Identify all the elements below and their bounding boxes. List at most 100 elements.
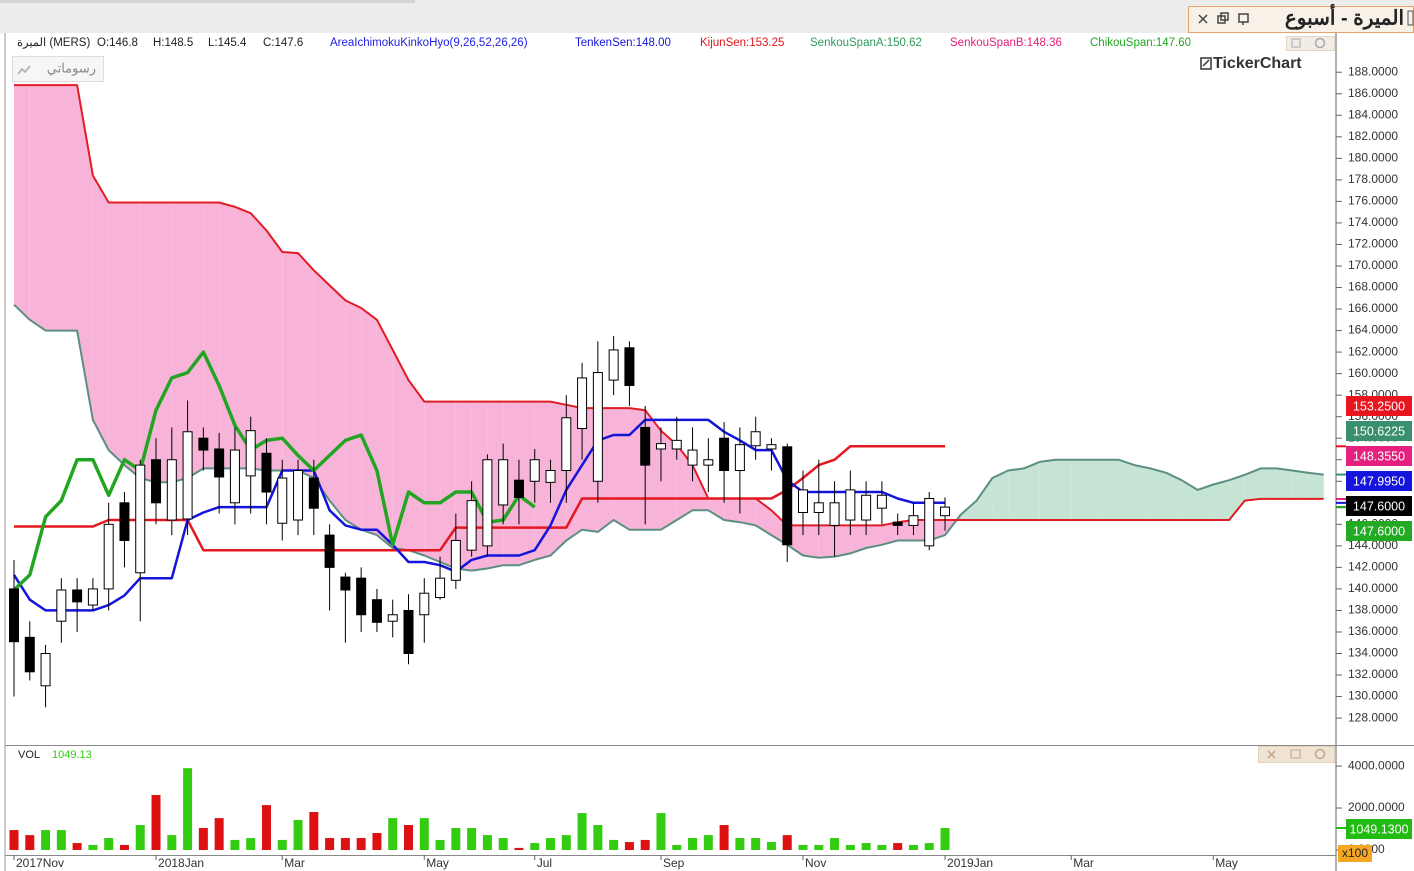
volume-bar [908, 844, 918, 850]
volume-close-icon[interactable] [1267, 750, 1276, 759]
x-tick-label: Jul [537, 856, 552, 870]
volume-settings-icon[interactable] [1314, 748, 1326, 760]
candle-body [103, 523, 114, 590]
y-tick-label: 142.0000 [1348, 560, 1398, 574]
cloud-segment [724, 498, 740, 523]
candle-body [782, 446, 793, 546]
detach-icon[interactable] [1238, 13, 1249, 25]
candle-body [277, 477, 288, 524]
cloud-segment [976, 478, 993, 521]
candle-body [671, 439, 682, 450]
volume-bar [609, 839, 619, 850]
volume-bar [593, 825, 603, 850]
price-tag [1346, 446, 1412, 466]
volume-bar [167, 835, 177, 850]
price-tag [1346, 496, 1412, 516]
y-tick-label: 176.0000 [1348, 194, 1398, 208]
volume-bar [798, 844, 808, 850]
candle-body [466, 500, 477, 551]
volume-bar [782, 835, 792, 850]
candle-body [214, 448, 225, 478]
candle-body [876, 494, 887, 509]
cloud-segment [1134, 465, 1151, 521]
volume-bar [514, 847, 524, 850]
volume-bar [214, 818, 224, 850]
y-tick-label: 130.0000 [1348, 689, 1398, 703]
y-tick-label: 136.0000 [1348, 624, 1398, 638]
volume-tag [1346, 819, 1412, 839]
volume-bar [246, 838, 256, 850]
drawings-label: رسوماتي [47, 60, 96, 76]
volume-bar [940, 827, 950, 850]
maximize-icon[interactable] [1291, 38, 1301, 48]
volume-maximize-icon[interactable] [1290, 749, 1301, 759]
volume-bar [498, 838, 508, 850]
cloud-segment [613, 408, 630, 530]
cloud-segment [1165, 472, 1182, 521]
multiplier-box [1338, 845, 1372, 862]
cloud-segment [250, 213, 267, 471]
y-tick-label: 138.0000 [1348, 603, 1398, 617]
volume-bar [467, 827, 477, 850]
y-tick-label: 184.0000 [1348, 107, 1398, 121]
x-tick-label: 2018Jan [158, 856, 204, 870]
candle-body [72, 589, 83, 603]
cloud-segment [203, 202, 220, 469]
cloud-segment [61, 85, 78, 331]
cloud-segment [803, 525, 819, 558]
candle-body [924, 497, 935, 547]
settings-icon[interactable] [1314, 37, 1326, 49]
volume-legend-value: 1049.13 [52, 749, 92, 761]
y-tick-label: 134.0000 [1348, 646, 1398, 660]
volume-bar [9, 830, 19, 850]
volume-bar [88, 844, 98, 850]
candle-body [766, 444, 777, 450]
candle-body [750, 431, 761, 447]
cloud-segment [818, 525, 835, 558]
cloud-segment [408, 380, 425, 556]
candle-body [387, 614, 398, 622]
volume-tag-label: 1049.1300 [1349, 822, 1408, 836]
candle-body [340, 576, 351, 591]
close-icon[interactable] [1198, 14, 1208, 24]
volume-bar [830, 838, 840, 850]
cloud-segment [1008, 468, 1024, 521]
y-tick-label: 144.0000 [1348, 538, 1398, 552]
volume-bar [814, 844, 824, 850]
restore-icon-back [1220, 12, 1229, 21]
candle-body [655, 443, 666, 450]
price-tag-label: 147.6000 [1353, 524, 1405, 538]
volume-bar [198, 827, 208, 850]
volume-bar [183, 768, 193, 850]
candle-body [829, 502, 840, 526]
volume-bar [72, 843, 82, 850]
cloud-segment [1244, 468, 1261, 501]
ohlc-open: O:146.8 [97, 37, 138, 49]
logo-icon [1200, 57, 1212, 70]
candle-body [545, 470, 556, 483]
candle-body [561, 417, 572, 472]
volume-bar [388, 818, 398, 850]
candle-body [151, 459, 162, 504]
volume-bar [703, 835, 713, 850]
logo: TickerChart [1213, 55, 1302, 72]
candle-body [498, 459, 509, 506]
indicator-line [14, 84, 1324, 527]
volume-bar [924, 843, 934, 850]
price-tag [1346, 521, 1412, 541]
candle-body [40, 653, 51, 687]
x-tick-label: Mar [1073, 856, 1094, 870]
cloud-segment [960, 500, 977, 521]
y2-tick-label: 4000.0000 [1348, 758, 1405, 772]
cloud-segment [108, 202, 125, 466]
candle-body [435, 577, 446, 599]
candle-body [166, 459, 177, 521]
y-tick-label: 180.0000 [1348, 151, 1398, 165]
volume-bar [482, 835, 492, 850]
y-tick-label: 178.0000 [1348, 172, 1398, 186]
y-tick-label: 188.0000 [1348, 64, 1398, 78]
volume-bar [41, 830, 51, 850]
candle-body [640, 426, 651, 466]
volume-bar [530, 843, 540, 850]
